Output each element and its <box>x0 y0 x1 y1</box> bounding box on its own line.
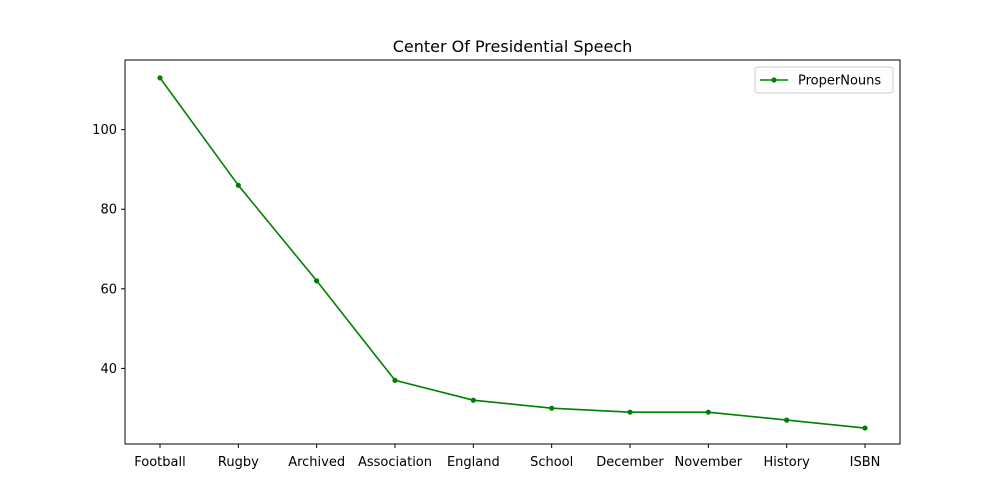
series-line <box>159 77 866 429</box>
y-tick-label: 100 <box>92 123 117 138</box>
data-point <box>470 397 476 403</box>
x-tick-label: December <box>596 455 664 470</box>
y-tick-label: 40 <box>100 362 117 377</box>
data-point <box>784 417 790 423</box>
data-point <box>862 425 868 431</box>
data-point <box>314 278 320 284</box>
series-layer <box>157 75 868 431</box>
x-tick-label: School <box>530 455 573 470</box>
data-point <box>235 182 241 188</box>
chart-title: Center Of Presidential Speech <box>393 37 633 56</box>
x-tick-label: Archived <box>288 455 345 470</box>
x-tick-label: History <box>764 455 811 470</box>
y-axis: 40 60 80 100 <box>92 123 125 377</box>
data-point <box>705 409 711 415</box>
x-tick-label: Football <box>134 455 185 470</box>
x-tick-label: November <box>675 455 743 470</box>
x-tick-label: Association <box>358 455 432 470</box>
legend: ProperNouns <box>754 66 894 94</box>
x-tick-label: Rugby <box>218 455 259 470</box>
data-point <box>627 409 633 415</box>
x-axis: Football Rugby Archived Association England S… <box>134 444 880 470</box>
y-tick-label: 80 <box>100 203 117 218</box>
legend-marker <box>771 77 777 83</box>
data-point <box>157 75 163 81</box>
legend-label: ProperNouns <box>798 74 881 89</box>
legend-box <box>754 66 894 94</box>
plot-area <box>124 59 901 445</box>
x-tick-label: ISBN <box>850 455 881 470</box>
data-point <box>549 405 555 411</box>
data-point <box>392 377 398 383</box>
x-tick-label: England <box>447 455 500 470</box>
y-tick-label: 60 <box>100 282 117 297</box>
